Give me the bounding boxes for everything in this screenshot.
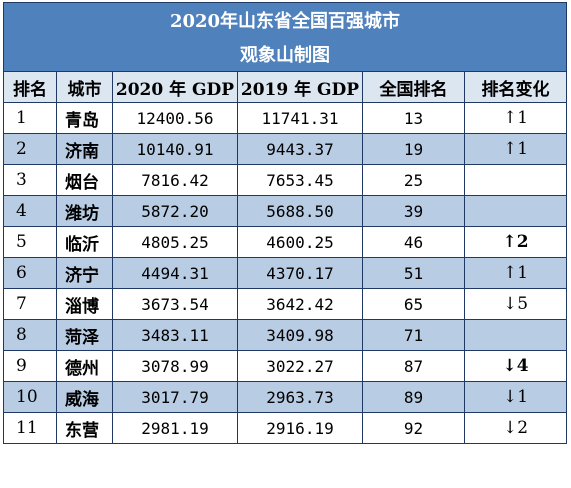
cell-rank: 5 [3,226,57,258]
cell-gdp-2019: 9443.37 [237,133,363,165]
cell-rank: 1 [3,102,57,134]
cell-gdp-2019: 3642.42 [237,288,363,320]
cell-national-rank: 46 [362,226,465,258]
cell-city: 青岛 [56,102,113,134]
cell-gdp-2019: 4370.17 [237,257,363,289]
cell-gdp-2019: 3409.98 [237,319,363,351]
table-subtitle: 观象山制图 [2,37,568,72]
cell-city: 潍坊 [56,195,113,227]
table-row: 2 济南 10140.91 9443.37 19 ↑1 [3,133,568,165]
cell-gdp-2020: 2981.19 [112,412,238,444]
cell-national-rank: 51 [362,257,465,289]
table-row: 1 青岛 12400.56 11741.31 13 ↑1 [3,102,568,134]
cell-gdp-2019: 5688.50 [237,195,363,227]
gdp-table-container: 2020年山东省全国百强城市 观象山制图 排名 城市 2020 年 GDP 20… [2,2,568,444]
cell-rank-change: ↓2 [463,412,568,444]
cell-rank-change [463,195,568,227]
table-title: 2020年山东省全国百强城市 [2,2,568,37]
cell-rank-change: ↓1 [463,381,568,413]
title-row-2: 观象山制图 [2,37,568,72]
cell-national-rank: 71 [362,319,465,351]
cell-gdp-2020: 4494.31 [112,257,238,289]
cell-city: 济南 [56,133,113,165]
cell-rank: 4 [3,195,57,227]
cell-gdp-2020: 10140.91 [112,133,238,165]
table-row: 4 潍坊 5872.20 5688.50 39 [3,195,568,227]
cell-gdp-2020: 5872.20 [112,195,238,227]
cell-rank-change: ↑1 [463,102,568,134]
cell-national-rank: 39 [362,195,465,227]
cell-gdp-2020: 3078.99 [112,350,238,382]
cell-rank: 9 [3,350,57,382]
cell-gdp-2020: 12400.56 [112,102,238,134]
cell-gdp-2020: 7816.42 [112,164,238,196]
cell-national-rank: 65 [362,288,465,320]
cell-national-rank: 92 [362,412,465,444]
cell-rank-change: ↓4 [463,350,568,382]
cell-rank: 2 [3,133,57,165]
cell-national-rank: 13 [362,102,465,134]
cell-rank-change [463,164,568,196]
cell-gdp-2019: 7653.45 [237,164,363,196]
table-row: 3 烟台 7816.42 7653.45 25 [3,164,568,196]
cell-rank: 8 [3,319,57,351]
table-row: 10 威海 3017.79 2963.73 89 ↓1 [3,381,568,413]
cell-national-rank: 87 [362,350,465,382]
table-row: 5 临沂 4805.25 4600.25 46 ↑2 [3,226,568,258]
cell-city: 临沂 [56,226,113,258]
header-rank-change: 排名变化 [463,71,568,103]
cell-city: 德州 [56,350,113,382]
cell-rank-change: ↓5 [463,288,568,320]
cell-gdp-2019: 2916.19 [237,412,363,444]
header-row: 排名 城市 2020 年 GDP 2019 年 GDP 全国排名 排名变化 [3,71,568,103]
cell-rank: 7 [3,288,57,320]
cell-gdp-2020: 4805.25 [112,226,238,258]
table-row: 11 东营 2981.19 2916.19 92 ↓2 [3,412,568,444]
header-rank: 排名 [3,71,57,103]
cell-rank-change: ↑2 [463,226,568,258]
cell-rank-change: ↑1 [463,257,568,289]
header-city: 城市 [56,71,113,103]
cell-gdp-2020: 3483.11 [112,319,238,351]
cell-rank: 3 [3,164,57,196]
cell-gdp-2019: 11741.31 [237,102,363,134]
table-row: 9 德州 3078.99 3022.27 87 ↓4 [3,350,568,382]
cell-national-rank: 89 [362,381,465,413]
cell-city: 烟台 [56,164,113,196]
cell-gdp-2020: 3017.79 [112,381,238,413]
cell-gdp-2019: 4600.25 [237,226,363,258]
table-row: 6 济宁 4494.31 4370.17 51 ↑1 [3,257,568,289]
cell-rank: 10 [3,381,57,413]
cell-rank-change [463,319,568,351]
gdp-ranking-table: 2020年山东省全国百强城市 观象山制图 排名 城市 2020 年 GDP 20… [2,2,568,444]
cell-rank-change: ↑1 [463,133,568,165]
header-gdp-2019: 2019 年 GDP [237,71,363,103]
cell-national-rank: 25 [362,164,465,196]
cell-city: 威海 [56,381,113,413]
cell-rank: 6 [3,257,57,289]
cell-rank: 11 [3,412,57,444]
cell-city: 菏泽 [56,319,113,351]
cell-city: 东营 [56,412,113,444]
cell-national-rank: 19 [362,133,465,165]
cell-gdp-2019: 2963.73 [237,381,363,413]
cell-city: 淄博 [56,288,113,320]
table-row: 8 菏泽 3483.11 3409.98 71 [3,319,568,351]
cell-city: 济宁 [56,257,113,289]
header-national-rank: 全国排名 [362,71,465,103]
table-row: 7 淄博 3673.54 3642.42 65 ↓5 [3,288,568,320]
cell-gdp-2019: 3022.27 [237,350,363,382]
header-gdp-2020: 2020 年 GDP [112,71,238,103]
cell-gdp-2020: 3673.54 [112,288,238,320]
title-row-1: 2020年山东省全国百强城市 [2,2,568,37]
